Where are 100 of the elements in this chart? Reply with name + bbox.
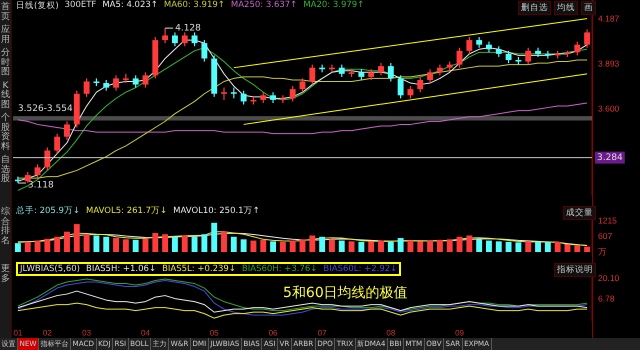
- y-tick-label: 3.600: [598, 103, 620, 114]
- bar: [270, 241, 276, 252]
- bar: [93, 236, 100, 252]
- bar: [64, 232, 70, 252]
- x-tick-label: 09: [455, 328, 465, 338]
- bar: [54, 236, 60, 252]
- side-menu-panel: 首页 应用 分时图 K线图 个股资料 自选股: [0, 0, 12, 205]
- y-tick-label: 20.10: [598, 273, 620, 284]
- x-tick-label: 01: [13, 328, 23, 338]
- bar: [162, 234, 168, 252]
- bar: [260, 240, 266, 252]
- x-tick-label: 06: [268, 328, 278, 338]
- side-menu-panel: 更多: [0, 262, 12, 338]
- bar: [525, 241, 532, 252]
- bar: [309, 236, 316, 252]
- bar: [466, 236, 472, 252]
- annotation: 5和60日均线的极值: [283, 284, 408, 302]
- bar: [142, 238, 148, 252]
- text: 指标说明: [554, 263, 596, 277]
- bar: [172, 236, 178, 252]
- chart-title: 日线(复权): [16, 0, 59, 12]
- bar: [544, 242, 551, 252]
- bar: [506, 242, 512, 252]
- bar: [14, 243, 21, 252]
- bar: [182, 236, 188, 252]
- bar: [201, 234, 208, 252]
- y-tick-label: 6.78: [598, 293, 615, 304]
- x-tick-label: 07: [318, 328, 328, 338]
- bar: [250, 240, 256, 252]
- text: 画: [581, 1, 596, 15]
- text: MAVOL5: 261.7万↓: [86, 205, 168, 217]
- bar: [192, 236, 198, 252]
- bar: [388, 242, 394, 252]
- bar: [280, 242, 286, 252]
- bar: [486, 240, 492, 252]
- side-menu-panel: 综合排名: [0, 205, 12, 262]
- bar: [456, 236, 462, 252]
- bar: [368, 241, 374, 252]
- bar: [319, 236, 326, 252]
- bar: [496, 241, 502, 252]
- bar: [74, 224, 80, 252]
- text: 成交量: [563, 206, 596, 220]
- bar: [300, 239, 306, 252]
- text: BIAS60H: +3.76↓: [242, 264, 318, 274]
- bar: [554, 242, 561, 252]
- bar: [358, 242, 364, 252]
- bar: [408, 240, 414, 252]
- chart-title: JLWBIAS(5,60): [20, 264, 80, 274]
- bar: [152, 232, 158, 252]
- bar: [103, 236, 110, 252]
- bar: [476, 239, 482, 252]
- bar: [122, 239, 129, 252]
- text: 均线: [554, 1, 578, 15]
- x-tick-label: 05: [210, 328, 220, 338]
- bar: [515, 242, 522, 252]
- bar: [113, 238, 119, 252]
- text: BIAS5H: +1.06↓: [86, 264, 156, 274]
- y-tick-label: 4.187: [598, 13, 620, 24]
- bar: [230, 236, 237, 252]
- chart-subtitle: 300ETF: [64, 0, 96, 12]
- text: MA5: 4.023↑: [102, 0, 158, 12]
- x-tick-label: 02: [42, 328, 52, 338]
- y-tick-label: 万: [598, 246, 607, 256]
- x-tick-label: 03: [82, 328, 92, 338]
- text: BIAS60L: +2.92↓: [323, 264, 398, 274]
- bar: [348, 241, 355, 252]
- bar: [584, 246, 590, 252]
- y-tick-label: 1215: [598, 216, 618, 226]
- y-tick-label: 3.893: [598, 58, 620, 68]
- bar: [378, 240, 384, 252]
- bar: [290, 240, 296, 252]
- bar: [44, 238, 50, 252]
- text: BIAS5L: +0.239↓: [162, 264, 236, 274]
- text: MAVOL10: 250.1万↑: [173, 205, 260, 217]
- series-label: 总手: 205.9万↓: [16, 205, 80, 217]
- bar: [84, 234, 90, 252]
- bar: [436, 240, 443, 252]
- text: MA250: 3.637↑: [230, 0, 298, 12]
- annotation: 4.128: [175, 23, 202, 34]
- bar: [24, 242, 31, 252]
- bar: [535, 242, 541, 252]
- bar: [446, 239, 453, 252]
- annotation: 3.118: [28, 180, 54, 190]
- bar: [328, 239, 335, 252]
- bar: [417, 241, 424, 252]
- bar: [338, 240, 345, 252]
- bar: [132, 240, 139, 252]
- text: MA60: 3.919↑: [164, 0, 225, 12]
- x-tick-label: 08: [386, 328, 396, 338]
- bar: [398, 238, 404, 252]
- y-tick-label: 607: [598, 230, 612, 241]
- bar: [34, 240, 40, 252]
- text: MA20: 3.979↑: [303, 0, 364, 12]
- bar: [427, 240, 434, 252]
- bar: [564, 244, 570, 252]
- x-tick-label: 04: [141, 328, 150, 338]
- ref-line-label: 3.284: [597, 152, 624, 163]
- bar: [240, 239, 247, 252]
- bar: [574, 246, 580, 252]
- text: 删自选: [518, 1, 551, 15]
